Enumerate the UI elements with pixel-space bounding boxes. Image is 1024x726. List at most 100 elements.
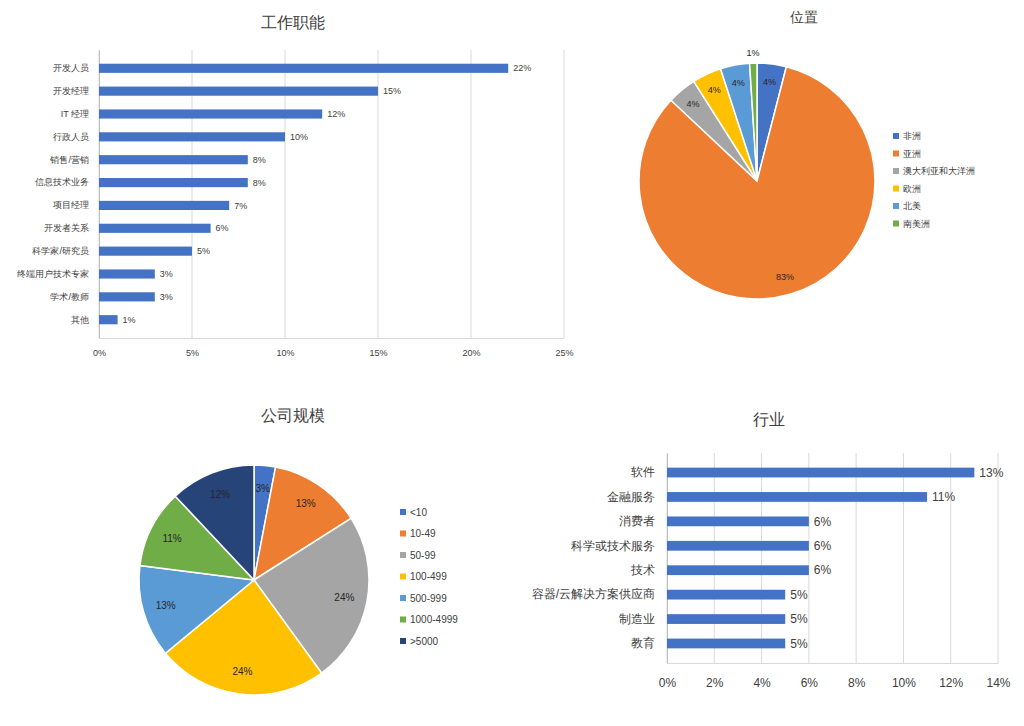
grid-line [808, 453, 809, 663]
legend-swatch [893, 186, 899, 192]
x-tick: 8% [848, 663, 866, 690]
y-tick: 其他 [71, 315, 99, 325]
data-label: 12% [327, 109, 345, 119]
bar [99, 269, 155, 278]
grid-line [856, 453, 857, 663]
category-label: 开发经理 [53, 86, 89, 96]
data-label: 3% [160, 269, 173, 279]
y-tick: 消费者 [619, 514, 667, 528]
bar [99, 224, 211, 233]
data-labels: 3%13%24%24%13%11%12% [156, 483, 355, 677]
category-label: 项目经理 [53, 200, 89, 210]
category-label: 其他 [71, 315, 89, 325]
x-tick: 6% [801, 663, 819, 690]
x-tick-label: 8% [848, 676, 866, 690]
bars [99, 64, 508, 325]
x-tick: 2% [706, 663, 724, 690]
bar [99, 315, 118, 324]
y-tick: 开发者关系 [44, 223, 99, 233]
slice [750, 63, 757, 181]
data-label: 5% [790, 612, 808, 626]
chart-title: 工作职能 [261, 14, 325, 31]
data-label: 13% [296, 498, 316, 509]
category-label: 开发者关系 [44, 223, 89, 233]
slice [175, 465, 254, 580]
x-tick: 10% [276, 338, 294, 358]
axis-line [667, 454, 668, 664]
y-tick: 教育 [631, 636, 667, 650]
bar [99, 201, 229, 210]
x-tick-label: 4% [753, 676, 771, 690]
slices [639, 63, 875, 299]
y-tick: 开发经理 [53, 86, 99, 96]
legend-label: 非洲 [903, 131, 921, 141]
data-labels: 22%15%12%10%8%8%7%6%5%3%3%1% [123, 63, 532, 324]
data-label: 7% [234, 201, 247, 211]
x-tick-label: 12% [939, 676, 963, 690]
category-label: 容器/云解决方案供应商 [532, 587, 655, 601]
data-label: 3% [160, 292, 173, 302]
y-tick: 销售/营销 [49, 155, 99, 165]
x-tick-label: 15% [369, 348, 387, 358]
bar [667, 541, 809, 551]
x-tick: 15% [369, 338, 387, 358]
y-axis: 开发人员开发经理IT 经理行政人员销售/营销信息技术业务项目经理开发者关系科学家… [17, 51, 100, 339]
x-tick-label: 6% [801, 676, 819, 690]
y-tick: 软件 [631, 465, 667, 479]
x-tick-label: 14% [986, 676, 1010, 690]
category-label: 技术 [630, 563, 655, 577]
axis-line [100, 338, 565, 339]
y-tick: 制造业 [619, 612, 667, 626]
legend-swatch [893, 151, 899, 157]
x-tick: 14% [986, 663, 1010, 690]
data-label: 10% [290, 132, 308, 142]
legend-label: >5000 [410, 636, 439, 647]
grid [99, 50, 564, 338]
category-label: 信息技术业务 [35, 177, 89, 187]
category-label: 教育 [631, 636, 655, 650]
legend-label: 北美 [903, 201, 921, 211]
data-label: 3% [255, 483, 270, 494]
y-tick: 项目经理 [53, 200, 99, 210]
y-tick: 金融服务 [607, 490, 667, 504]
x-tick: 10% [892, 663, 916, 690]
legend-label: 100-499 [410, 571, 447, 582]
x-tick-label: 10% [276, 348, 294, 358]
data-label: 13% [979, 466, 1003, 480]
data-label: 6% [216, 223, 229, 233]
slices [139, 465, 369, 695]
x-tick-label: 5% [186, 348, 199, 358]
x-tick: 0% [93, 338, 106, 358]
y-tick: IT 经理 [61, 109, 99, 119]
bar [99, 178, 248, 187]
category-label: 销售/营销 [49, 155, 89, 165]
category-label: 行政人员 [53, 132, 89, 142]
legend-label: 南美洲 [903, 219, 930, 229]
data-labels: 13%11%6%6%6%5%5%5% [790, 466, 1003, 651]
bar [667, 516, 809, 526]
category-label: 科学家/研究员 [32, 246, 89, 256]
x-tick: 4% [753, 663, 771, 690]
y-tick: 科学家/研究员 [32, 246, 99, 256]
x-tick: 5% [186, 338, 199, 358]
legend-swatch [400, 574, 406, 580]
bar-chart: 行业0%2%4%6%8%10%12%14%软件金融服务消费者科学或技术服务技术容… [532, 411, 1011, 690]
bar [99, 64, 508, 73]
bar [667, 565, 809, 575]
grid [667, 453, 998, 663]
data-label: 4% [708, 85, 721, 95]
data-label: 83% [776, 272, 794, 282]
grid-line [667, 453, 668, 663]
data-label: 11% [932, 490, 955, 504]
data-label: 4% [763, 77, 776, 87]
legend-swatch [893, 168, 899, 174]
legend-swatch [400, 552, 406, 558]
legend: <1010-4950-99100-499500-9991000-4999>500… [400, 507, 458, 647]
data-label: 15% [383, 86, 401, 96]
data-label: 8% [253, 155, 266, 165]
legend-label: <10 [410, 507, 427, 518]
category-label: 消费者 [619, 514, 655, 528]
y-tick: 容器/云解决方案供应商 [532, 587, 667, 601]
category-label: 终端用户技术专家 [17, 269, 89, 279]
legend-label: 澳大利亚和大洋洲 [903, 166, 975, 176]
